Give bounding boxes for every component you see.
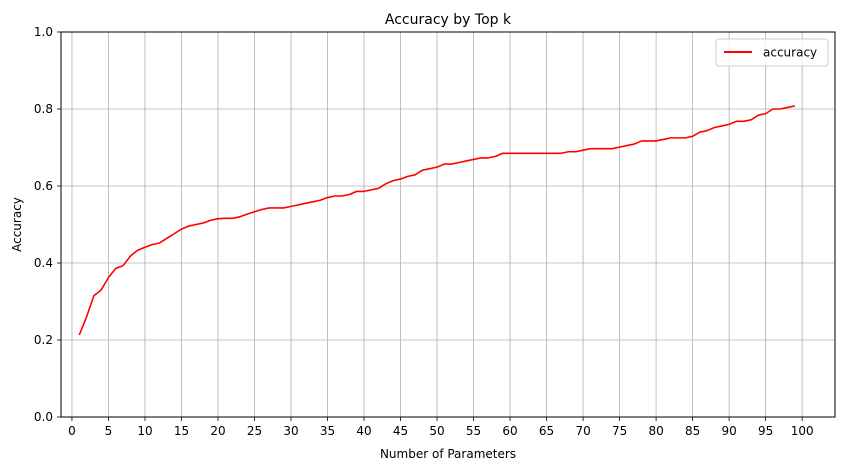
- chart-title: Accuracy by Top k: [385, 12, 512, 28]
- x-tick-label: 25: [247, 424, 262, 438]
- series-layer: [78, 105, 796, 336]
- x-tick-label: 55: [466, 424, 481, 438]
- y-tick-label: 0.8: [34, 102, 53, 116]
- x-tick-label: 50: [429, 424, 444, 438]
- legend-label-accuracy: accuracy: [763, 46, 817, 60]
- x-tick-label: 20: [210, 424, 225, 438]
- y-tick-label: 0.6: [34, 179, 53, 193]
- x-tick-label: 45: [393, 424, 408, 438]
- x-tick-label: 35: [320, 424, 335, 438]
- x-tick-label: 0: [68, 424, 76, 438]
- plot-frame: [60, 31, 836, 418]
- x-tick-label: 90: [721, 424, 736, 438]
- x-tick-label: 30: [283, 424, 298, 438]
- x-tick-label: 70: [575, 424, 590, 438]
- x-tick-label: 85: [685, 424, 700, 438]
- y-tick-label: 0.0: [34, 410, 53, 424]
- x-tick-label: 100: [791, 424, 814, 438]
- x-tick-label: 95: [758, 424, 773, 438]
- x-tick-label: 10: [137, 424, 152, 438]
- x-tick-label: 80: [648, 424, 663, 438]
- x-axis-label: Number of Parameters: [380, 447, 516, 461]
- legend-box: [715, 38, 829, 67]
- x-axis-ticks: 0 5 10 15 20 25 30 35 40 45 50 55 60 65 70 75 80 85 90 95 10…: [68, 417, 814, 438]
- x-tick-label: 60: [502, 424, 517, 438]
- series-line-accuracy: [78, 105, 796, 336]
- x-tick-label: 15: [174, 424, 189, 438]
- x-tick-label: 40: [356, 424, 371, 438]
- x-tick-label: 65: [539, 424, 554, 438]
- y-tick-label: 1.0: [34, 25, 53, 39]
- legend: accuracy: [715, 38, 829, 67]
- x-tick-label: 5: [105, 424, 113, 438]
- y-tick-label: 0.2: [34, 333, 53, 347]
- y-tick-label: 0.4: [34, 256, 53, 270]
- x-tick-label: 75: [612, 424, 627, 438]
- y-axis-label: Accuracy: [10, 197, 24, 252]
- grid-lines: [61, 31, 835, 418]
- y-axis-ticks: 0.0 0.2 0.4 0.6 0.8 1.0: [34, 25, 61, 424]
